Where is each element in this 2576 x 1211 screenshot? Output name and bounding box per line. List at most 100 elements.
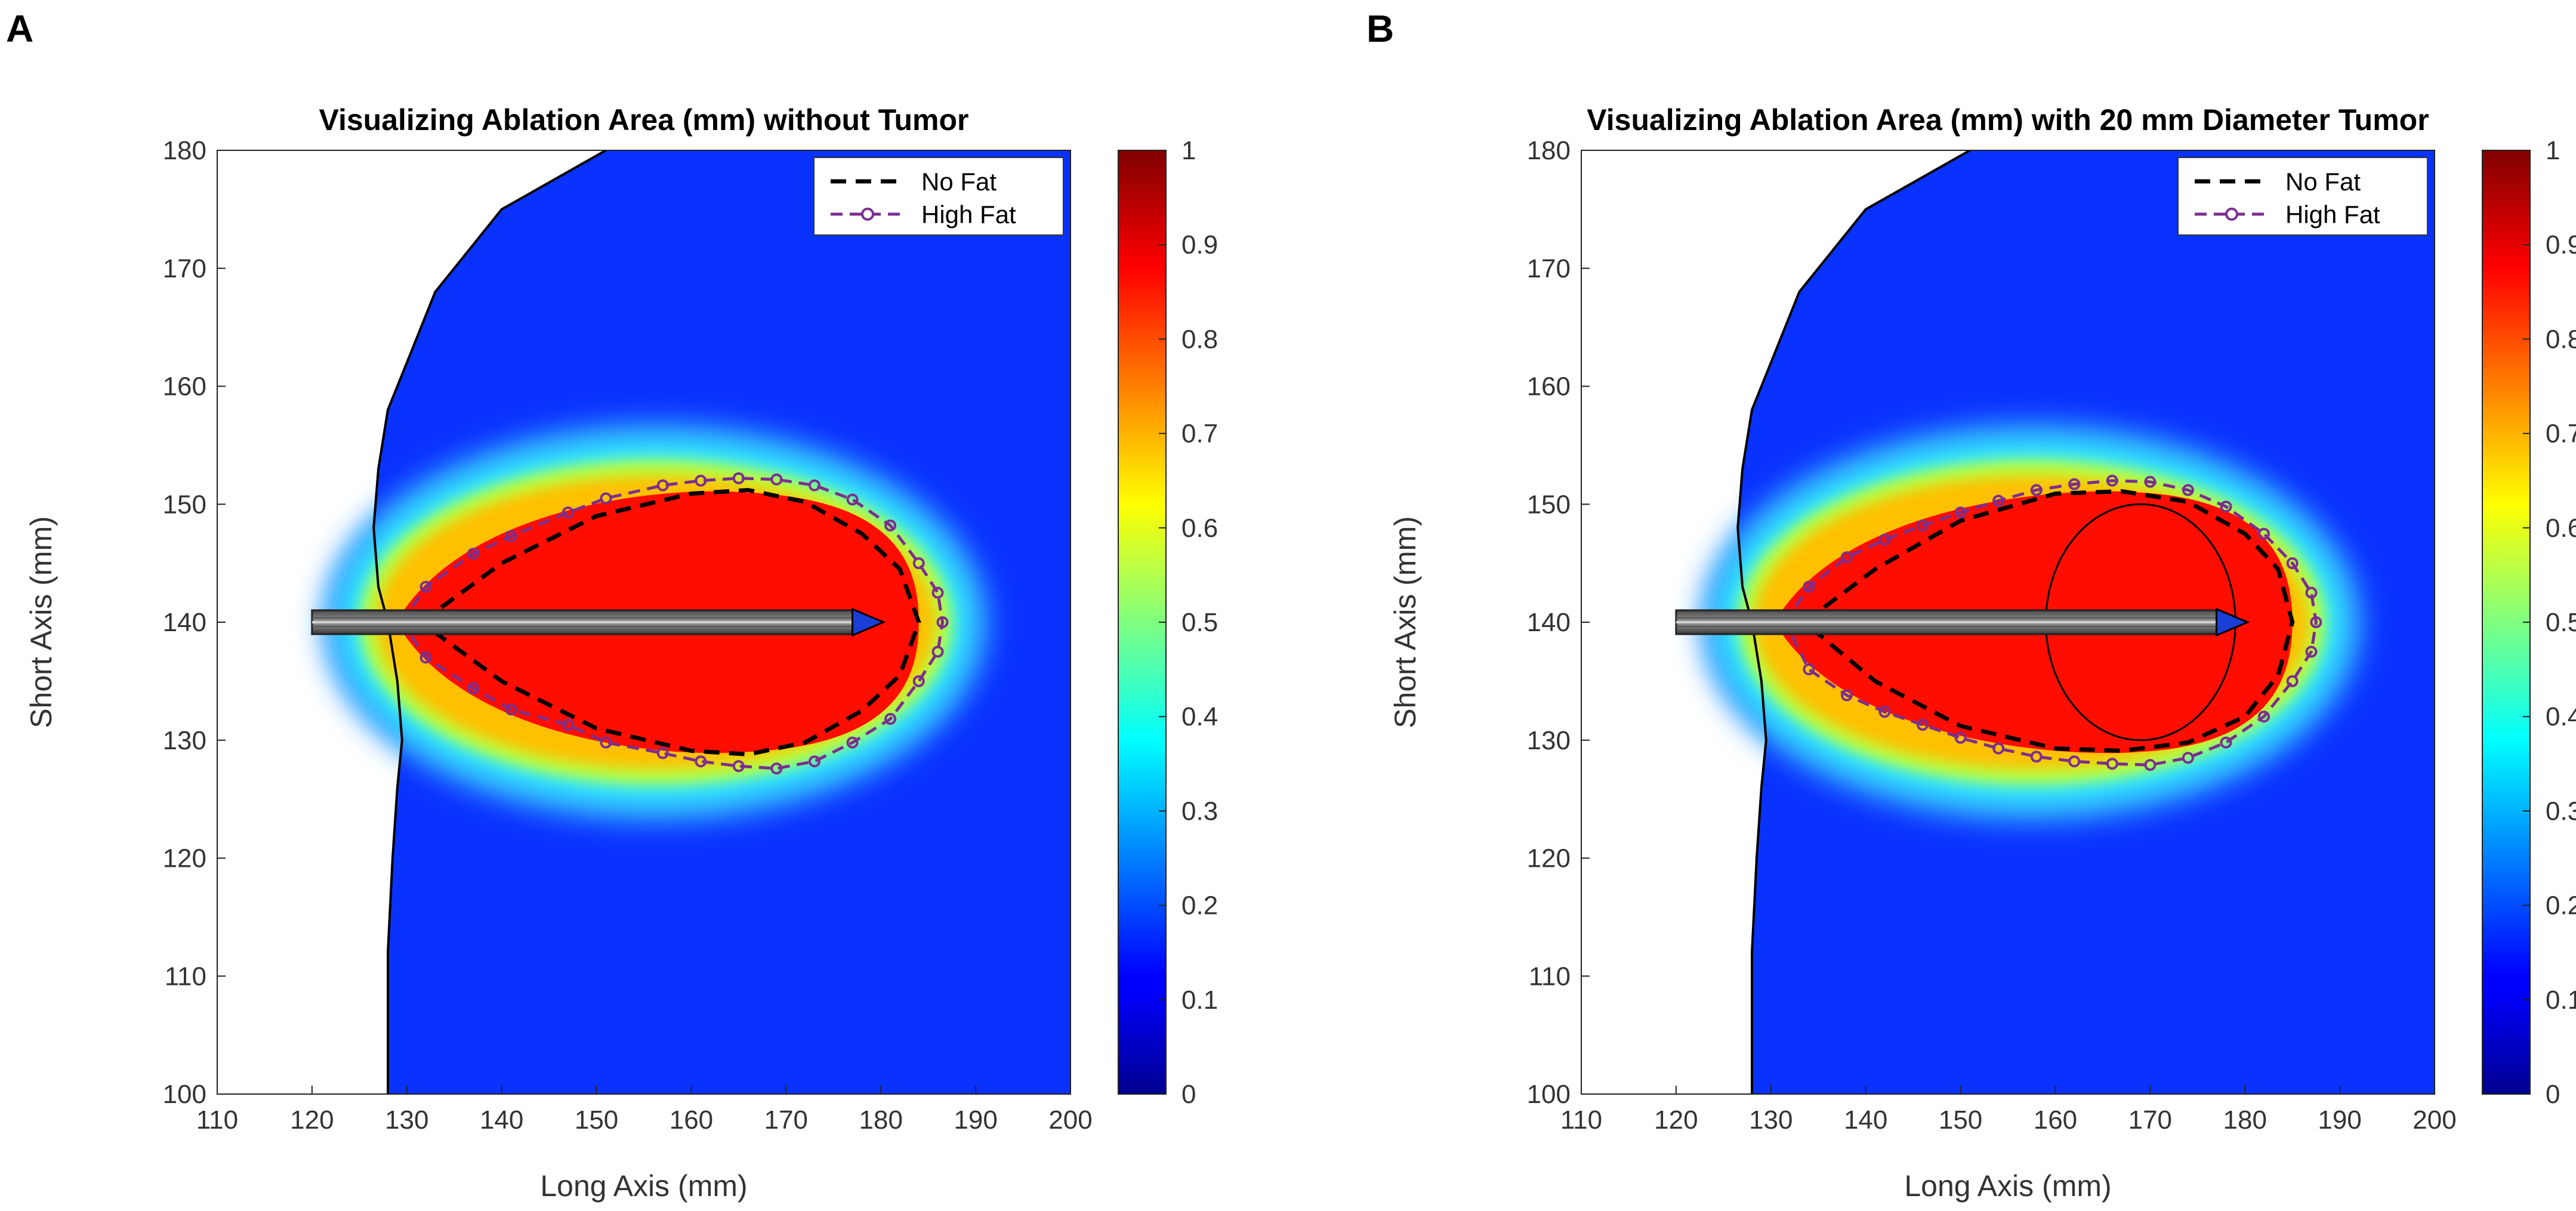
x-tick-label: 170	[2128, 1105, 2172, 1135]
colorbar-tick-label: 0.5	[2546, 608, 2576, 637]
legend: No Fat High Fat	[2177, 157, 2428, 236]
y-tick-label: 180	[163, 136, 206, 165]
x-tick-label: 160	[2034, 1105, 2077, 1135]
series-high-fat-point	[2144, 475, 2157, 488]
colorbar	[2482, 150, 2531, 1095]
series-high-fat-point	[600, 492, 612, 505]
x-tick-label: 200	[1048, 1105, 1092, 1135]
needle-tip	[2216, 607, 2250, 637]
series-high-fat-point	[2182, 484, 2194, 496]
colorbar-tick-label: 0.8	[1181, 325, 1218, 354]
x-tick-label: 120	[1654, 1105, 1698, 1135]
colorbar-tick-label: 0.1	[2546, 986, 2576, 1015]
tissue-boundary	[372, 150, 607, 1094]
series-high-fat-point	[770, 762, 783, 775]
panel-letter: A	[6, 7, 33, 50]
series-high-fat-point	[695, 755, 707, 768]
x-tick-label: 110	[196, 1105, 238, 1135]
series-high-fat-point	[931, 586, 944, 599]
x-tick-label: 130	[385, 1105, 428, 1135]
series-high-fat-point	[467, 548, 479, 560]
colorbar-tick-label: 0.3	[2546, 796, 2576, 826]
series-high-fat-point	[2286, 675, 2299, 687]
x-tick-label: 180	[859, 1105, 903, 1135]
y-tick-label: 120	[163, 844, 206, 873]
legend-high-fat-label: High Fat	[921, 200, 1016, 228]
series-high-fat-point	[809, 479, 820, 492]
chart-title: Visualizing Ablation Area (mm) without T…	[319, 103, 969, 137]
series-high-fat-point	[2220, 736, 2232, 749]
series-high-fat-point	[846, 493, 859, 506]
x-tick-label: 140	[1844, 1105, 1887, 1135]
colorbar-tick-label: 0.2	[2546, 891, 2576, 920]
colorbar-tick-label: 0.8	[2546, 325, 2576, 354]
x-tick-label: 170	[764, 1105, 808, 1135]
series-high-fat-point	[562, 506, 574, 519]
colorbar-tick-label: 0.1	[1181, 986, 1218, 1015]
y-tick-label: 170	[163, 254, 206, 283]
series-high-fat-point	[2286, 557, 2299, 570]
legend-no-fat-label: No Fat	[921, 168, 997, 196]
series-high-fat-point	[656, 747, 669, 759]
y-tick-label: 110	[165, 962, 206, 991]
panel-b: B Visualizing Ablation Area (mm) with 20 …	[1366, 7, 2576, 1203]
series-high-fat-point	[695, 474, 707, 487]
x-tick-label: 180	[2223, 1105, 2267, 1135]
panel-letter: B	[1366, 7, 1394, 50]
series-high-fat-point	[2106, 474, 2118, 487]
y-tick-label: 160	[1527, 372, 1571, 401]
series-high-fat-point	[2305, 645, 2318, 658]
x-tick-label: 200	[2413, 1105, 2456, 1135]
series-high-fat-line	[400, 477, 945, 770]
plot-area	[1675, 150, 2435, 1094]
series-high-fat-point	[562, 719, 574, 731]
legend-high-fat-marker	[861, 208, 874, 221]
y-tick-label: 130	[1527, 726, 1571, 755]
colorbar-tick-label: 0.6	[2546, 514, 2576, 543]
y-tick-label: 150	[163, 490, 206, 519]
tissue-boundary	[1736, 150, 1971, 1094]
series-high-fat-point	[505, 703, 517, 716]
series-high-fat-point	[1992, 495, 2005, 507]
series-high-fat-point	[912, 557, 925, 570]
series-high-fat-point	[419, 651, 432, 664]
y-axis-label: Short Axis (mm)	[1389, 516, 1422, 728]
x-tick-label: 190	[2318, 1105, 2361, 1135]
series-high-fat-point	[770, 473, 783, 486]
colorbar-tick-label: 1	[1181, 136, 1196, 165]
series-high-fat-point	[1840, 551, 1853, 564]
series-high-fat-point	[1840, 689, 1853, 702]
colorbar-tick-label: 0.9	[1181, 230, 1218, 260]
legend-no-fat-label: No Fat	[2285, 168, 2361, 196]
x-tick-label: 110	[1560, 1105, 1602, 1135]
series-high-fat-point	[912, 675, 925, 687]
series-high-fat-point	[2030, 750, 2043, 763]
y-tick-label: 130	[163, 726, 206, 755]
colorbar-tick-label: 1	[2546, 136, 2560, 165]
colorbar-tick-label: 0.7	[2546, 419, 2576, 449]
series-high-fat-point	[1803, 663, 1815, 676]
series-high-fat-point	[846, 736, 859, 749]
colorbar-tick-label: 0.7	[1181, 419, 1218, 449]
y-tick-label: 170	[1527, 254, 1571, 283]
x-tick-label: 150	[1939, 1105, 1982, 1135]
y-tick-label: 150	[1527, 490, 1571, 519]
legend-high-fat-label: High Fat	[2285, 200, 2380, 228]
plot-area	[311, 150, 1070, 1094]
series-high-fat-point	[600, 736, 612, 749]
series-high-fat-point	[1803, 580, 1815, 593]
series-high-fat-point	[732, 472, 745, 484]
legend-box	[813, 157, 1064, 236]
series-high-fat-line	[1784, 479, 2318, 767]
series-high-fat-point	[2068, 755, 2081, 768]
series-high-fat-point	[2220, 501, 2232, 513]
series-high-fat-point	[2144, 759, 2157, 771]
series-high-fat-point	[732, 760, 745, 773]
colorbar-tick-label: 0.2	[1181, 891, 1218, 920]
series-high-fat-point	[1954, 506, 1967, 519]
chart-title: Visualizing Ablation Area (mm) with 20 m…	[1587, 103, 2429, 137]
y-tick-label: 160	[163, 372, 206, 401]
series-high-fat-point	[467, 682, 479, 694]
colorbar	[1118, 150, 1167, 1095]
